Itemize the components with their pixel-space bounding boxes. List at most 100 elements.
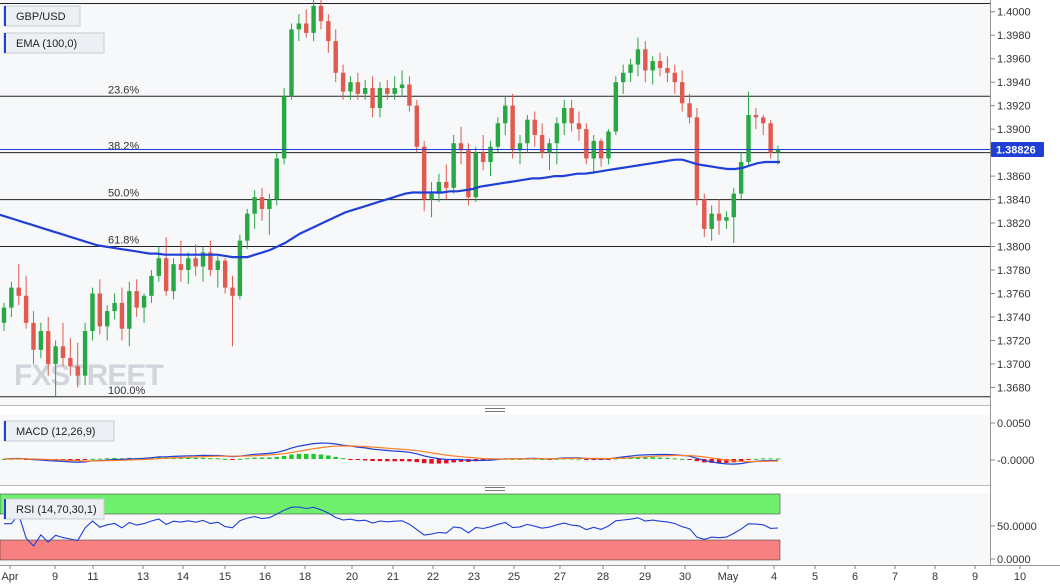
candle-body xyxy=(267,199,272,209)
macd-bar xyxy=(193,457,198,459)
x-tick-label: 21 xyxy=(387,571,399,583)
macd-bar xyxy=(768,458,773,460)
ema-label-text: EMA (100,0) xyxy=(16,38,77,50)
macd-axis: 0.0050 -0.0000 xyxy=(990,418,1034,467)
macd-bar xyxy=(333,456,338,459)
candle-body xyxy=(672,72,678,83)
x-axis: Apr 9 11 13 14 15 16 18 20 21 22 23 25 27 28 29 30 May 4 5 6… xyxy=(1,565,1026,583)
candle-body xyxy=(569,108,574,124)
ema-label[interactable]: EMA (100,0) xyxy=(3,32,105,54)
rsi-overbought-zone xyxy=(0,493,781,515)
x-tick-label: 5 xyxy=(812,571,818,583)
candle-body xyxy=(702,199,707,229)
candle-body xyxy=(119,302,125,329)
macd-label[interactable]: MACD (12,26,9) xyxy=(3,420,115,442)
rsi-label-text: RSI (14,70,30,1) xyxy=(16,504,97,516)
candle-body xyxy=(385,88,390,94)
candle-body xyxy=(38,331,44,350)
candle-body xyxy=(466,150,471,198)
macd-bar xyxy=(311,453,316,459)
macd-bar xyxy=(97,458,103,460)
candle-body xyxy=(304,23,309,33)
price-tick-label: 1.3760 xyxy=(997,288,1031,300)
candle-body xyxy=(525,119,530,144)
candle-body xyxy=(746,115,751,162)
candle-body xyxy=(473,152,478,198)
price-tick-label: 1.3820 xyxy=(997,218,1031,230)
macd-bar xyxy=(738,459,744,462)
candle-body xyxy=(399,84,405,89)
candle-body xyxy=(606,131,611,159)
candle-body xyxy=(451,143,456,188)
candle-body xyxy=(761,117,766,124)
macd-bar xyxy=(82,459,88,460)
macd-bar xyxy=(222,458,228,460)
candle-body xyxy=(679,82,685,104)
macd-bar xyxy=(385,459,390,462)
macd-bar xyxy=(576,458,582,460)
macd-bar xyxy=(112,458,117,460)
symbol-label[interactable]: GBP/USD xyxy=(3,5,81,27)
candle-body xyxy=(311,5,316,33)
macd-bar xyxy=(370,459,375,462)
candle-body xyxy=(23,295,29,323)
macd-bar xyxy=(591,459,596,460)
candle-body xyxy=(355,82,361,94)
macd-bar xyxy=(1,459,7,460)
candle-body xyxy=(149,275,154,296)
candle-body xyxy=(532,119,537,135)
symbol-label-text: GBP/USD xyxy=(16,11,66,23)
macd-bar xyxy=(716,459,722,464)
macd-bar xyxy=(539,458,545,460)
candle-body xyxy=(156,258,162,276)
rsi-resize-handle[interactable] xyxy=(485,487,505,491)
price-tick-label: 1.3960 xyxy=(997,54,1031,66)
candle-body xyxy=(127,291,132,329)
candle-body xyxy=(731,193,736,218)
ema-line xyxy=(0,158,780,259)
candle-body xyxy=(665,68,670,73)
macd-bar xyxy=(407,459,412,462)
fib-level-label: 100.0% xyxy=(108,385,146,397)
macd-bar xyxy=(326,455,331,459)
candle-body xyxy=(68,358,73,367)
candle-body xyxy=(296,23,302,30)
x-tick-label: 20 xyxy=(346,571,358,583)
rsi-label[interactable]: RSI (14,70,30,1) xyxy=(3,498,105,520)
candle-body xyxy=(31,322,36,350)
candle-body xyxy=(576,123,582,130)
fxstreet-watermark: FXSTREET xyxy=(14,359,163,392)
fibonacci-levels: 23.6% 38.2% 50.0% 61.8% 100.0% xyxy=(0,3,990,398)
price-tick-label: 1.3920 xyxy=(997,101,1031,113)
candle-body xyxy=(208,252,213,270)
candle-body xyxy=(112,302,117,312)
candle-body xyxy=(709,213,714,229)
candle-body xyxy=(178,264,184,270)
candle-body xyxy=(171,264,176,292)
x-tick-label: 8 xyxy=(932,571,938,583)
candle-body xyxy=(259,197,265,209)
candle-body xyxy=(75,366,80,376)
macd-bar xyxy=(104,458,110,460)
candle-body xyxy=(480,152,486,162)
candle-body xyxy=(97,293,103,327)
fib-level-label: 61.8% xyxy=(108,235,139,247)
candle-body xyxy=(694,117,700,200)
candle-body xyxy=(584,129,589,159)
candle-body xyxy=(274,158,279,200)
candle-body xyxy=(230,287,235,296)
macd-bar xyxy=(340,458,346,460)
macd-bar xyxy=(304,453,309,459)
macd-bar xyxy=(761,458,766,460)
candle-body xyxy=(60,346,66,359)
x-tick-label: 9 xyxy=(52,571,58,583)
macd-tick-label: 0.0050 xyxy=(997,418,1031,430)
macd-bar xyxy=(281,455,287,459)
macd-resize-handle[interactable] xyxy=(485,408,505,412)
candle-body xyxy=(657,61,663,69)
macd-bar xyxy=(724,459,729,463)
macd-bar xyxy=(75,459,80,461)
price-tick-label: 1.3900 xyxy=(997,124,1031,136)
candle-body xyxy=(16,287,21,296)
